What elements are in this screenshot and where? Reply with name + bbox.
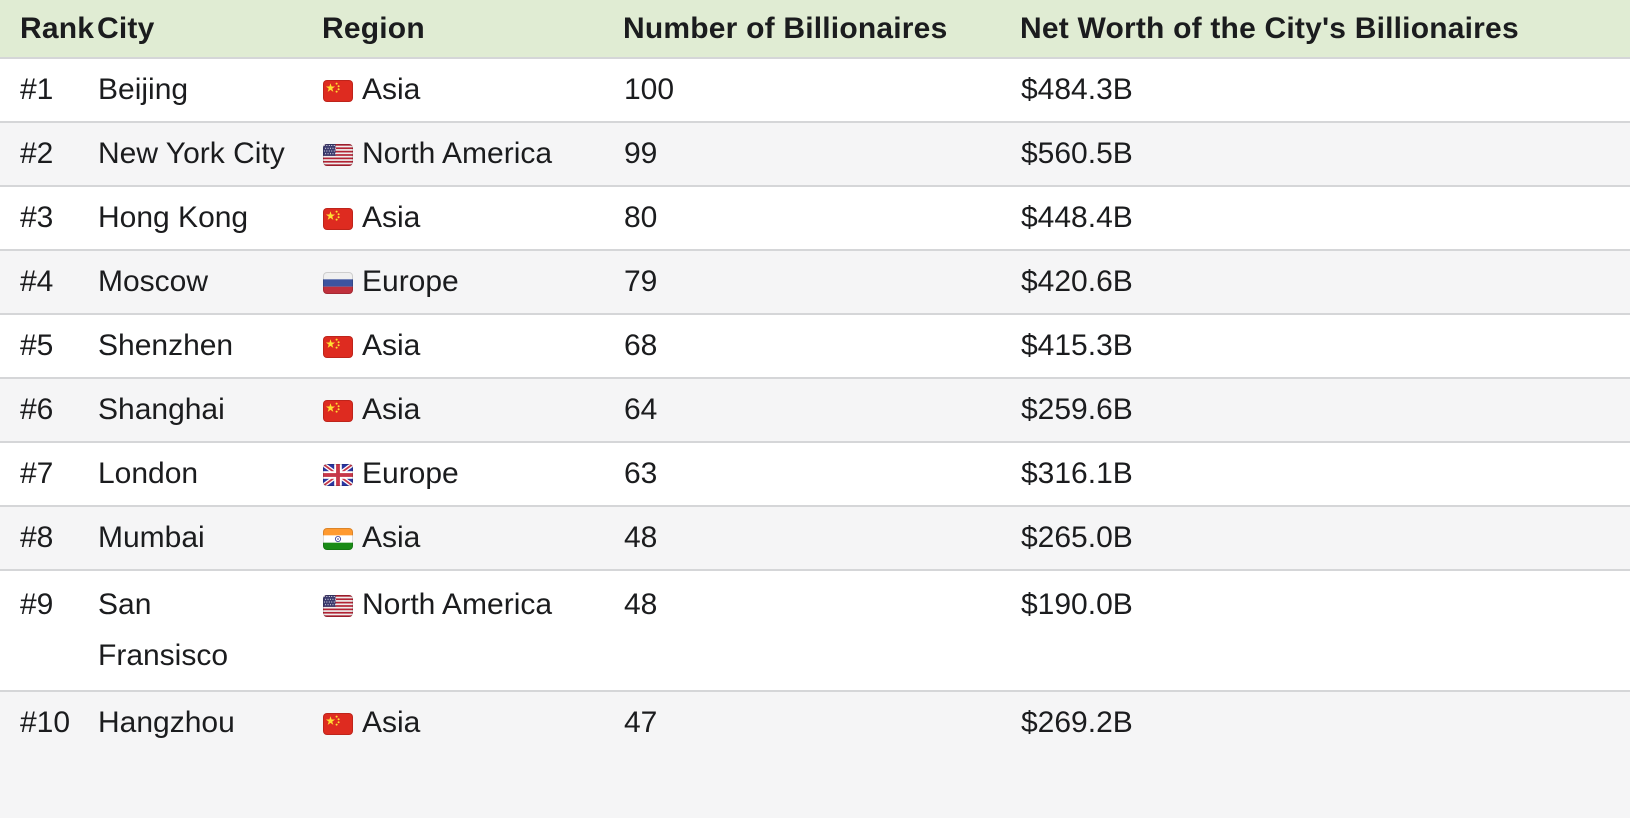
net-worth-cell: $420.6B [1020, 249, 1630, 314]
region-label: Asia [362, 521, 421, 554]
net-worth-cell: $448.4B [1020, 185, 1630, 250]
billionaires-cell: 80 [623, 185, 1020, 250]
city-cell: Hong Kong [97, 185, 322, 250]
region-label: Asia [362, 329, 421, 362]
region-label: Europe [362, 265, 459, 298]
net-worth-cell: $259.6B [1020, 377, 1630, 442]
region-cell: Asia [322, 313, 623, 378]
region-cell: Asia [322, 185, 623, 250]
city-cell: New York City [97, 121, 322, 186]
billionaires-cell: 64 [623, 377, 1020, 442]
region-label: North America [362, 588, 553, 621]
table-row: #5 Shenzhen Asia 68 $415.3B [0, 313, 1630, 378]
column-header-city: City [97, 0, 322, 58]
rank-cell: #3 [0, 185, 97, 250]
city-cell: London [97, 441, 322, 506]
rank-cell: #5 [0, 313, 97, 378]
flag-ru-icon [323, 256, 353, 307]
region-cell: Europe [322, 249, 623, 314]
region-cell: Asia [322, 57, 623, 122]
header-row: Rank City Region Number of Billionaires … [0, 0, 1630, 58]
table-row: #3 Hong Kong Asia 80 $448.4B [0, 185, 1630, 250]
region-label: North America [362, 137, 553, 170]
rank-cell: #6 [0, 377, 97, 442]
flag-cn-icon [323, 320, 353, 371]
rank-cell: #7 [0, 441, 97, 506]
net-worth-cell: $265.0B [1020, 505, 1630, 570]
column-header-rank: Rank [0, 0, 97, 58]
city-cell: Moscow [97, 249, 322, 314]
net-worth-cell: $415.3B [1020, 313, 1630, 378]
table-row: #10 Hangzhou Asia 47 $269.2B [0, 690, 1630, 818]
region-label: Asia [362, 73, 421, 106]
net-worth-cell: $316.1B [1020, 441, 1630, 506]
city-cell: Shanghai [97, 377, 322, 442]
city-cell: Hangzhou [97, 690, 322, 818]
region-label: Asia [362, 201, 421, 234]
city-cell: Beijing [97, 57, 322, 122]
flag-us-icon [323, 128, 353, 179]
table-header: Rank City Region Number of Billionaires … [0, 0, 1630, 58]
city-cell: Mumbai [97, 505, 322, 570]
region-cell: Europe [322, 441, 623, 506]
rank-cell: #10 [0, 690, 97, 818]
flag-cn-icon [323, 384, 353, 435]
flag-cn-icon [323, 64, 353, 115]
table-row: #8 Mumbai Asia 48 $265.0B [0, 505, 1630, 570]
region-label: Asia [362, 393, 421, 426]
net-worth-cell: $484.3B [1020, 57, 1630, 122]
region-cell: Asia [322, 690, 623, 818]
rank-cell: #2 [0, 121, 97, 186]
column-header-net-worth: Net Worth of the City's Billionaires [1020, 0, 1630, 58]
column-header-number: Number of Billionaires [623, 0, 1020, 58]
city-cell: Shenzhen [97, 313, 322, 378]
billionaires-cell: 47 [623, 690, 1020, 818]
column-header-region: Region [322, 0, 623, 58]
flag-us-icon [323, 579, 353, 630]
flag-cn-icon [323, 697, 353, 748]
net-worth-cell: $190.0B [1020, 569, 1630, 691]
rank-cell: #9 [0, 569, 97, 691]
region-cell: North America [322, 121, 623, 186]
city-cell: San Fransisco [97, 569, 322, 691]
billionaires-cell: 48 [623, 569, 1020, 691]
rank-cell: #4 [0, 249, 97, 314]
billionaires-cell: 48 [623, 505, 1020, 570]
flag-cn-icon [323, 192, 353, 243]
billionaires-cell: 100 [623, 57, 1020, 122]
flag-gb-icon [323, 448, 353, 499]
region-label: Europe [362, 457, 459, 490]
region-cell: Asia [322, 377, 623, 442]
table-row: #2 New York City North America 99 $560.5… [0, 121, 1630, 186]
region-cell: North America [322, 569, 623, 691]
net-worth-cell: $560.5B [1020, 121, 1630, 186]
table-row: #4 Moscow Europe 79 $420.6B [0, 249, 1630, 314]
table-row: #6 Shanghai Asia 64 $259.6B [0, 377, 1630, 442]
table-row: #1 Beijing Asia 100 $484.3B [0, 57, 1630, 122]
rank-cell: #8 [0, 505, 97, 570]
table-body: #1 Beijing Asia 100 $484.3B #2 New York … [0, 57, 1630, 818]
region-label: Asia [362, 706, 421, 739]
flag-in-icon [323, 512, 353, 563]
rank-cell: #1 [0, 57, 97, 122]
net-worth-cell: $269.2B [1020, 690, 1630, 818]
billionaires-cell: 79 [623, 249, 1020, 314]
billionaires-cell: 68 [623, 313, 1020, 378]
region-cell: Asia [322, 505, 623, 570]
table-row: #9 San Fransisco North America 48 $190.0… [0, 569, 1630, 691]
table-row: #7 London Europe 63 $316.1B [0, 441, 1630, 506]
billionaires-cell: 63 [623, 441, 1020, 506]
billionaires-cell: 99 [623, 121, 1020, 186]
